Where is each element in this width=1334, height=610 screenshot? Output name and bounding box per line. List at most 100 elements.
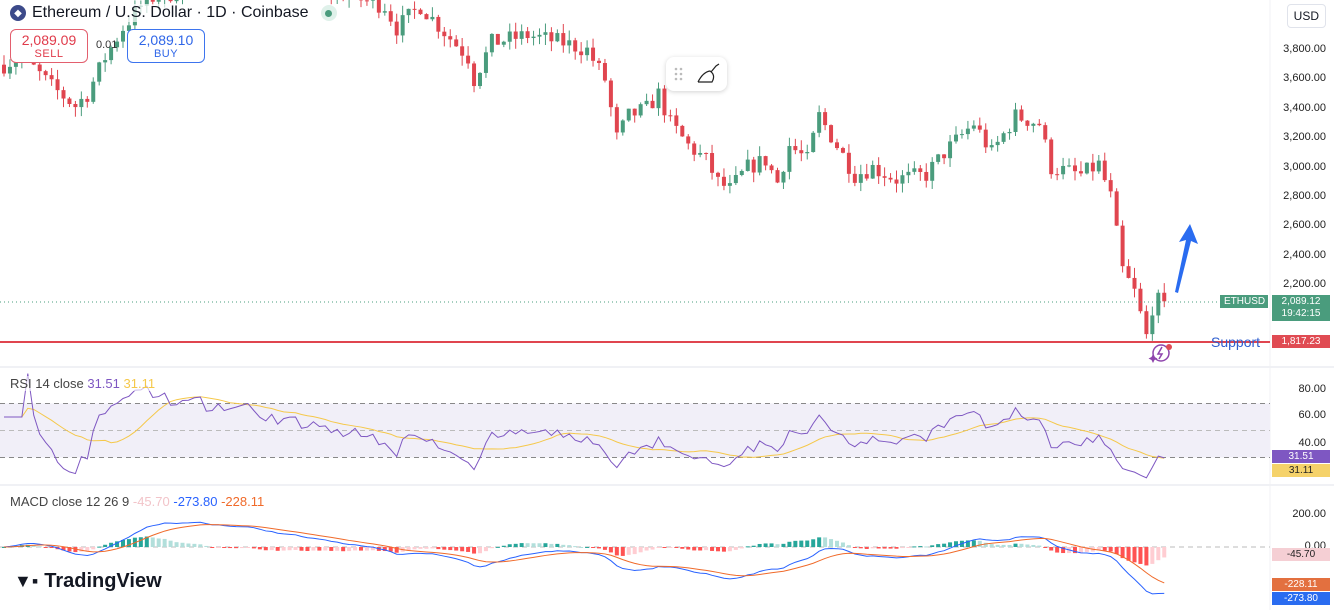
macd-histogram-bar: [811, 539, 816, 547]
candle-body: [519, 31, 524, 39]
candle-body: [870, 164, 875, 179]
macd-histogram-bar: [632, 547, 637, 555]
price-axis-tick: 2,600.00: [1283, 219, 1326, 232]
candle-body: [965, 128, 970, 135]
macd-histogram-bar: [466, 547, 471, 552]
macd-histogram-bar: [79, 547, 84, 552]
macd-params: close 12 26 9: [51, 494, 130, 509]
drawing-toolbar[interactable]: [666, 57, 727, 91]
candle-body: [454, 39, 459, 47]
rsi-legend[interactable]: RSI 14 close 31.51 31.11: [10, 376, 156, 391]
macd-histogram-bar: [954, 541, 958, 547]
alert-bolt-icon[interactable]: [1148, 342, 1176, 366]
macd-histogram-bar: [626, 547, 631, 555]
macd-histogram-bar: [382, 547, 387, 552]
buy-button[interactable]: 2,089.10 BUY: [127, 29, 205, 63]
macd-histogram-bar: [168, 540, 173, 547]
candle-body: [632, 108, 637, 116]
candle-body: [13, 61, 18, 67]
candle-body: [418, 9, 423, 15]
macd-histogram-bar: [341, 547, 346, 552]
macd-histogram-value: -45.70: [132, 494, 170, 509]
macd-histogram-bar: [61, 547, 66, 551]
price-axis-tick: 2,400.00: [1283, 248, 1326, 261]
candle-body: [1067, 165, 1072, 167]
price-axis-tick: 3,000.00: [1283, 160, 1326, 173]
macd-histogram-bar: [936, 544, 941, 547]
macd-histogram-bar: [1001, 544, 1006, 547]
macd-histogram-bar: [668, 547, 673, 548]
macd-histogram-bar: [835, 540, 839, 547]
macd-histogram-bar: [965, 540, 970, 547]
macd-histogram-tag: -45.70: [1272, 548, 1330, 561]
macd-histogram-bar: [852, 547, 857, 548]
candle-body: [614, 107, 619, 133]
macd-histogram-bar: [573, 546, 578, 548]
macd-histogram-bar: [745, 546, 750, 548]
candle-body: [561, 33, 566, 46]
candle-body: [1031, 123, 1036, 126]
candle-body: [781, 171, 786, 183]
macd-histogram-bar: [757, 543, 762, 547]
candle-body: [763, 156, 768, 166]
macd-histogram-bar: [602, 547, 607, 550]
candle-body: [662, 88, 667, 116]
macd-histogram-bar: [924, 546, 929, 548]
macd-histogram-bar: [1150, 547, 1155, 564]
macd-histogram-bar: [150, 537, 155, 547]
macd-histogram-bar: [513, 543, 518, 547]
macd-histogram-bar: [787, 541, 792, 547]
candle-body: [483, 52, 488, 73]
macd-histogram-bar: [317, 547, 322, 551]
buy-label: BUY: [153, 48, 179, 60]
candle-body: [608, 80, 613, 108]
candle-body: [668, 115, 673, 117]
sell-button[interactable]: 2,089.09 SELL: [10, 29, 88, 63]
rsi-axis-tick: 40.00: [1298, 437, 1326, 449]
support-label[interactable]: Support: [1211, 334, 1261, 350]
candle-body: [1084, 162, 1089, 174]
candle-body: [817, 112, 822, 133]
rsi-value: 31.51: [87, 376, 120, 391]
macd-histogram-bar: [37, 546, 42, 548]
candle-body: [894, 179, 899, 184]
macd-histogram-bar: [49, 547, 54, 548]
brush-icon[interactable]: [697, 63, 720, 83]
price-axis-tick: 3,800.00: [1283, 43, 1326, 55]
currency-selector[interactable]: USD: [1286, 4, 1326, 28]
macd-histogram-bar: [412, 547, 417, 550]
spread: 0.01: [96, 39, 118, 51]
macd-histogram-bar: [85, 547, 90, 552]
candle-body: [977, 125, 982, 130]
macd-legend[interactable]: MACD close 12 26 9 -45.70 -273.80 -228.1…: [10, 494, 265, 509]
macd-histogram-bar: [263, 547, 268, 551]
candle-body: [478, 72, 482, 87]
macd-histogram-bar: [216, 547, 221, 548]
macd-line: [3, 521, 1165, 595]
candle-body: [1013, 109, 1018, 133]
macd-histogram-bar: [388, 547, 393, 552]
bar-countdown: 19:42:15: [1281, 308, 1321, 319]
macd-histogram-bar: [1126, 547, 1131, 561]
macd-histogram-bar: [977, 540, 982, 547]
macd-histogram-bar: [555, 543, 560, 547]
candle-body: [769, 165, 774, 171]
macd-histogram-bar: [549, 543, 554, 547]
rsi-ma-value: 31.11: [123, 376, 156, 391]
macd-histogram-bar: [305, 547, 310, 552]
candle-body: [424, 14, 429, 20]
tradingview-logo[interactable]: ▼▪ TradingView: [14, 570, 162, 593]
candle-body: [757, 156, 762, 173]
macd-histogram-bar: [1061, 547, 1066, 554]
macd-histogram-bar: [894, 547, 899, 549]
macd-histogram-bar: [870, 547, 875, 549]
price-axis-tick: 3,600.00: [1283, 72, 1326, 85]
macd-histogram-bar: [638, 547, 643, 553]
candle-body: [472, 63, 477, 87]
candle-body: [924, 171, 929, 181]
candle-body: [1025, 120, 1030, 126]
drag-handle-icon[interactable]: [674, 67, 683, 81]
candle-body: [1150, 315, 1155, 335]
macd-histogram-bar: [418, 547, 423, 549]
